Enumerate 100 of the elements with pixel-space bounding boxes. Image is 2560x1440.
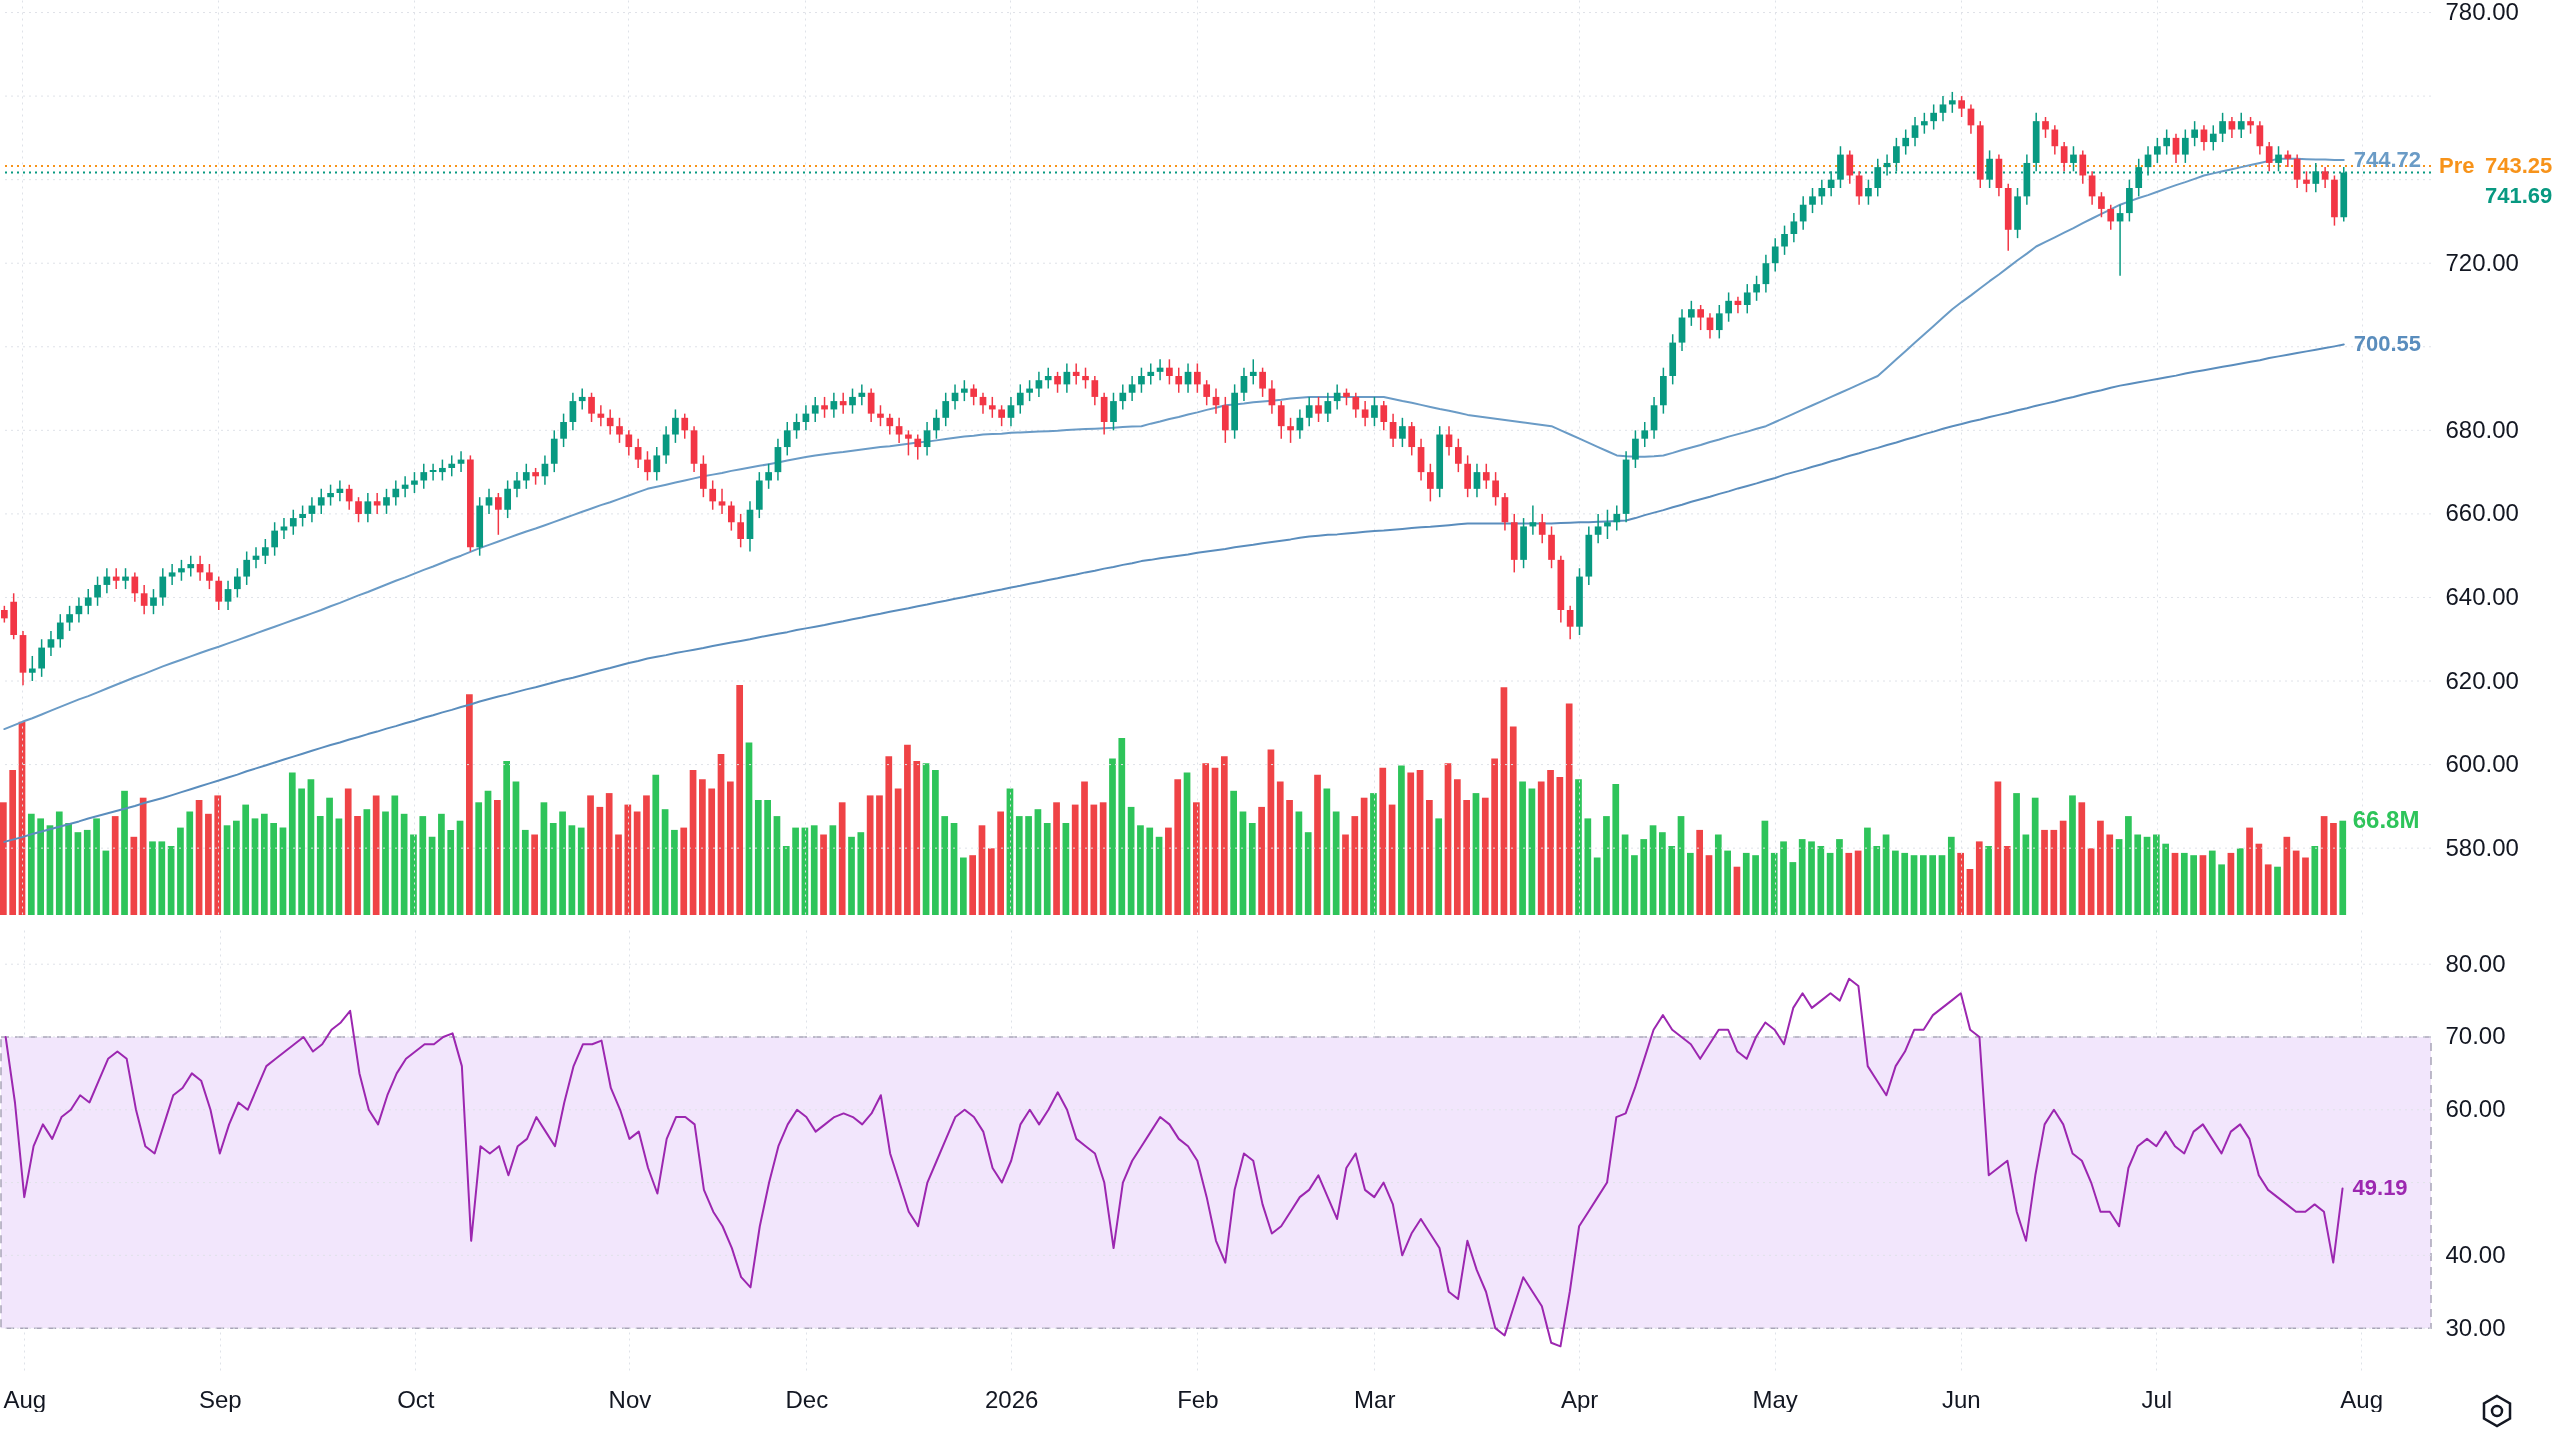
candlestick: [1781, 224, 1788, 256]
candlestick: [988, 396, 996, 419]
candlestick: [159, 567, 167, 607]
candlestick: [2098, 191, 2105, 219]
candlestick: [681, 412, 689, 440]
bar: [438, 813, 445, 915]
bar: [549, 823, 557, 915]
bar: [2050, 829, 2058, 915]
candlestick: [2172, 132, 2180, 164]
bar: [475, 802, 483, 915]
candlestick: [588, 391, 595, 423]
candlestick: [411, 471, 418, 494]
bar: [419, 816, 427, 915]
x-tick-label: Mar: [1354, 1385, 1396, 1413]
candlestick: [2181, 128, 2189, 164]
candlestick: [1920, 112, 1928, 135]
candlestick: [718, 488, 726, 515]
candlestick: [140, 584, 148, 615]
bar: [270, 823, 277, 915]
bar: [1025, 816, 1032, 915]
candlestick: [765, 463, 772, 490]
bar: [130, 836, 138, 915]
bar: [708, 788, 716, 915]
candlestick: [2265, 141, 2273, 173]
bar: [969, 855, 977, 915]
bar: [1686, 852, 1694, 915]
bar: [382, 811, 389, 915]
candlestick: [914, 433, 922, 461]
candlestick: [1380, 400, 1388, 432]
bar: [1603, 816, 1610, 915]
bar: [531, 834, 538, 915]
bar: [838, 802, 846, 915]
candlestick: [1315, 396, 1322, 423]
bar: [37, 818, 44, 915]
bar: [1537, 781, 1545, 915]
candlestick: [1473, 463, 1481, 498]
bar: [1975, 841, 1983, 915]
bar: [652, 774, 660, 915]
candlestick: [1072, 362, 1080, 386]
candlestick: [66, 605, 73, 632]
bar: [1481, 797, 1489, 915]
candlestick: [793, 412, 800, 440]
candlestick: [867, 387, 875, 423]
bar: [577, 827, 585, 915]
bar: [2199, 855, 2207, 915]
candlestick: [1044, 366, 1052, 390]
x-tick-label: Feb: [1177, 1385, 1219, 1413]
bar: [2180, 852, 2188, 915]
bar: [1714, 834, 1722, 915]
data-label: 744.72: [2353, 146, 2422, 172]
x-tick-label: Aug: [2340, 1385, 2384, 1413]
candlestick: [1743, 283, 1751, 315]
candlestick: [1175, 366, 1183, 394]
candlestick: [709, 479, 717, 511]
candlestick: [970, 383, 978, 407]
candlestick: [1538, 513, 1546, 544]
candlestick: [942, 391, 950, 427]
candlestick: [2191, 120, 2198, 147]
bar: [493, 800, 501, 915]
bar: [2208, 850, 2216, 915]
bar: [643, 795, 650, 915]
candlestick: [215, 575, 223, 611]
candlestick: [1016, 383, 1024, 415]
bar: [1435, 818, 1443, 915]
candlestick: [485, 488, 493, 515]
bar: [913, 760, 921, 915]
candlestick: [2256, 120, 2264, 156]
bar: [344, 788, 352, 915]
bar: [1640, 839, 1648, 915]
bar: [820, 834, 827, 915]
y-tick-label: 600.00: [2445, 750, 2519, 778]
bar: [1910, 855, 1918, 915]
bar: [335, 818, 343, 915]
candlestick: [206, 563, 213, 590]
candlestick: [280, 517, 288, 540]
candlestick: [1399, 417, 1406, 448]
bar: [233, 820, 240, 915]
bar: [214, 795, 222, 915]
bar: [288, 772, 296, 915]
bar: [2013, 793, 2020, 915]
bar: [680, 827, 688, 915]
candlestick: [1361, 400, 1369, 427]
candlestick: [1249, 358, 1257, 386]
candlestick: [1054, 371, 1061, 394]
candlestick: [2107, 203, 2115, 231]
candlestick: [783, 421, 791, 457]
line-series: [3, 343, 2345, 843]
bar: [1612, 783, 1620, 915]
bar: [1705, 855, 1713, 915]
bar: [65, 823, 72, 915]
bar: [1509, 726, 1517, 915]
candlestick: [224, 580, 232, 611]
bar: [1426, 800, 1433, 915]
bar: [2274, 866, 2281, 915]
bar: [1864, 827, 1871, 915]
candlestick: [2275, 145, 2282, 173]
candlestick: [1604, 508, 1611, 540]
y-tick-label: 640.00: [2445, 582, 2519, 610]
bar: [1659, 832, 1666, 915]
bar: [782, 846, 790, 915]
